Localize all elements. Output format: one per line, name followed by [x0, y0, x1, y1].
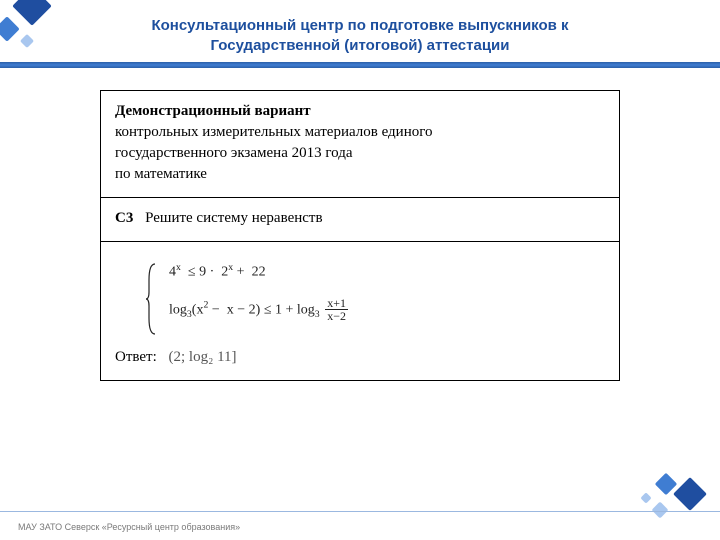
task-text: Решите систему неравенств [145, 210, 322, 226]
footer-text: МАУ ЗАТО Северск «Ресурсный центр образо… [18, 522, 240, 532]
section-math: 4x ≤ 9 · 2x + 22 log3(x2 − x − 2) ≤ 1 + … [101, 242, 619, 380]
inequality-2: log3(x2 − x − 2) ≤ 1 + log3 x+1x−2 [169, 297, 350, 323]
system-of-inequalities: 4x ≤ 9 · 2x + 22 log3(x2 − x − 2) ≤ 1 + … [145, 262, 605, 323]
demo-line-1: контрольных измерительных материалов еди… [115, 124, 433, 140]
decor-bottom-right [634, 474, 720, 534]
header-band [0, 62, 720, 68]
title-line-2: Государственной (итоговой) аттестации [211, 37, 510, 54]
left-brace-icon [145, 262, 159, 323]
page-title: Консультационный центр по подготовке вып… [80, 16, 640, 57]
answer-row: Ответ: (2; log₂ 11] [115, 349, 605, 366]
answer-value: (2; log₂ 11] [169, 349, 237, 365]
inequality-1: 4x ≤ 9 · 2x + 22 [169, 262, 350, 281]
task-label: С3 [115, 210, 133, 226]
section-demo-variant: Демонстрационный вариант контрольных изм… [101, 91, 619, 198]
demo-heading: Демонстрационный вариант [115, 103, 311, 119]
demo-line-3: по математике [115, 166, 207, 182]
answer-label: Ответ: [115, 349, 157, 365]
content-box: Демонстрационный вариант контрольных изм… [100, 90, 620, 381]
demo-line-2: государственного экзамена 2013 года [115, 145, 353, 161]
title-line-1: Консультационный центр по подготовке вып… [151, 17, 568, 34]
footer-divider [0, 511, 720, 512]
decor-top-left [0, 0, 58, 58]
section-task: С3 Решите систему неравенств [101, 198, 619, 242]
